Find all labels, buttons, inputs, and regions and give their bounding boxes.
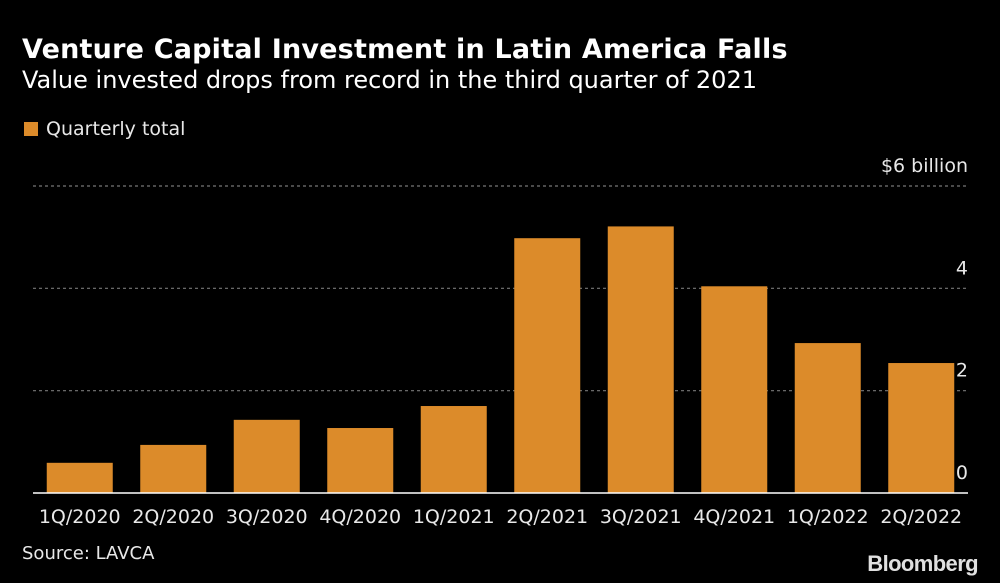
- x-tick-label: 2Q/2022: [880, 506, 962, 528]
- x-tick-label: 3Q/2020: [226, 506, 308, 528]
- bar-1q-2021: [420, 406, 487, 493]
- y-tick-label: 4: [956, 257, 968, 279]
- y-tick-label: $6 billion: [881, 155, 968, 177]
- x-tick-label: 2Q/2021: [506, 506, 588, 528]
- bar-1q-2020: [46, 462, 113, 493]
- x-tick-label: 4Q/2020: [319, 506, 401, 528]
- bar-2q-2022: [888, 363, 955, 493]
- bloomberg-logo: Bloomberg: [867, 551, 978, 576]
- x-tick-label: 1Q/2021: [413, 506, 495, 528]
- y-tick-label: 2: [956, 360, 968, 382]
- x-tick-label: 3Q/2021: [600, 506, 682, 528]
- chart-subtitle: Value invested drops from record in the …: [22, 66, 757, 94]
- legend-label: Quarterly total: [46, 118, 186, 140]
- chart-title: Venture Capital Investment in Latin Amer…: [22, 34, 788, 65]
- bar-4q-2021: [701, 286, 768, 493]
- y-tick-label: 0: [956, 462, 968, 484]
- x-tick-label: 1Q/2022: [787, 506, 869, 528]
- x-tick-label: 2Q/2020: [132, 506, 214, 528]
- x-tick-label: 1Q/2020: [39, 506, 121, 528]
- x-tick-label: 4Q/2021: [693, 506, 775, 528]
- bar-3q-2020: [233, 419, 300, 493]
- bar-2q-2020: [140, 444, 207, 493]
- source-note: Source: LAVCA: [22, 543, 155, 564]
- bar-4q-2020: [327, 428, 394, 493]
- bar-2q-2021: [514, 238, 581, 493]
- legend-swatch: [24, 122, 38, 136]
- bar-1q-2022: [794, 343, 861, 493]
- bar-3q-2021: [607, 226, 674, 493]
- legend: Quarterly total: [24, 118, 185, 140]
